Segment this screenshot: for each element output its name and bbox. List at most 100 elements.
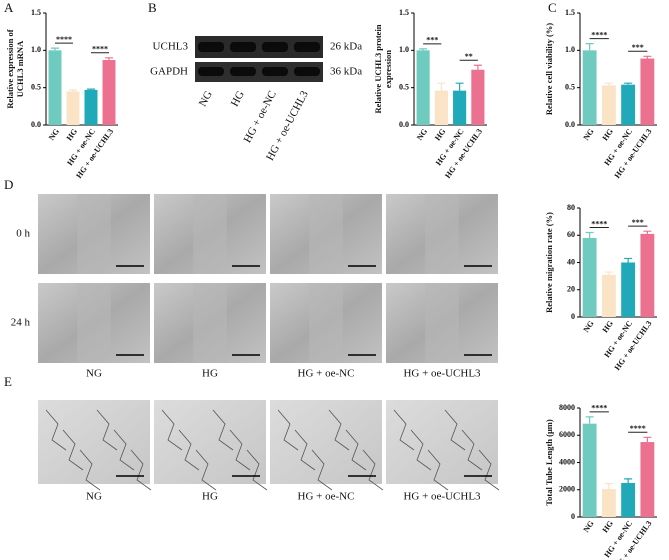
panel-label: E xyxy=(4,374,12,389)
wound-gap xyxy=(309,194,343,274)
error-bar xyxy=(585,416,594,424)
tube-network xyxy=(45,409,67,451)
bar xyxy=(601,489,616,517)
bar xyxy=(582,50,597,126)
bar xyxy=(621,262,636,317)
group-label: HG + oe-UCHL3 xyxy=(403,491,481,503)
error-bar xyxy=(604,82,613,86)
error-bar xyxy=(473,64,482,70)
wound-gap xyxy=(425,194,459,274)
error-bar xyxy=(604,271,613,275)
significance-label: **** xyxy=(630,424,646,433)
y-tick-label: 1.0 xyxy=(31,45,41,54)
y-axis-label: UCHL3 mRNA xyxy=(15,40,25,97)
error-bar xyxy=(87,88,95,90)
lane-label: HG + oe-NC xyxy=(242,89,279,145)
group-label: HG + oe-NC xyxy=(298,368,355,380)
tube-network xyxy=(444,409,466,451)
error-bar xyxy=(624,478,633,483)
bar xyxy=(453,90,467,125)
y-tick-label: 20 xyxy=(567,285,575,294)
group-label: NG xyxy=(86,368,102,380)
tube-network xyxy=(461,429,483,471)
bar xyxy=(601,85,616,125)
band-size: 36 kDa xyxy=(330,66,362,78)
tube-network xyxy=(328,409,350,451)
tube-network xyxy=(478,449,500,491)
tube-network xyxy=(62,429,84,471)
y-tick-label: 1.5 xyxy=(399,8,409,17)
x-tick-label: HG xyxy=(600,319,615,334)
error-bar xyxy=(585,43,594,51)
tube-network xyxy=(195,449,217,491)
y-tick-label: 0.0 xyxy=(31,120,41,129)
significance-label: **** xyxy=(56,35,72,44)
group-label: NG xyxy=(86,491,102,503)
y-axis-label: Relative UCHL3 protein xyxy=(373,24,383,113)
group-label: HG + oe-UCHL3 xyxy=(403,368,481,380)
micrograph xyxy=(38,400,150,484)
blot-band xyxy=(195,62,323,82)
lane-label: HG xyxy=(229,89,247,109)
y-tick-label: 0.5 xyxy=(399,82,409,91)
wound-gap xyxy=(77,283,111,363)
panel-label: D xyxy=(4,177,13,192)
error-bar xyxy=(643,55,652,59)
y-axis-label: Relative cell viability (%) xyxy=(544,23,554,115)
band xyxy=(230,67,256,76)
tube-network xyxy=(212,409,234,451)
x-tick-label: HG xyxy=(65,127,80,142)
error-bar xyxy=(51,47,59,51)
bar xyxy=(640,442,655,517)
bar xyxy=(582,237,597,317)
tube-network xyxy=(345,429,367,471)
wound-gap xyxy=(77,194,111,274)
micrograph xyxy=(270,400,382,484)
y-tick-label: 0.5 xyxy=(31,82,41,91)
bar xyxy=(582,423,597,517)
y-tick-label: 40 xyxy=(567,257,575,266)
error-bar xyxy=(419,48,428,51)
error-bar xyxy=(69,89,77,92)
tube-network xyxy=(178,429,200,471)
error-bar xyxy=(585,231,594,238)
y-tick-label: 0.5 xyxy=(565,82,575,91)
x-tick-label: HG xyxy=(600,127,615,142)
wound-gap xyxy=(193,194,227,274)
bar xyxy=(640,233,655,317)
y-axis-label: Total Tube Length (μm) xyxy=(544,419,554,506)
bar xyxy=(601,274,616,317)
y-tick-label: 60 xyxy=(567,230,575,239)
y-tick-label: 6000 xyxy=(559,430,575,439)
error-bar xyxy=(643,230,652,234)
significance-label: *** xyxy=(632,218,644,227)
bar xyxy=(48,50,62,126)
y-axis-label: Relative expression of xyxy=(5,29,15,108)
y-axis-label: Relative migration rate (%) xyxy=(544,212,554,313)
group-label: HG + oe-NC xyxy=(298,491,355,503)
tube-network xyxy=(161,409,183,451)
y-tick-label: 0.0 xyxy=(565,120,575,129)
band xyxy=(230,42,256,52)
y-tick-label: 2000 xyxy=(559,485,575,494)
bar xyxy=(434,90,448,125)
band xyxy=(294,67,320,76)
tube-network xyxy=(427,449,449,491)
x-tick-label: HG xyxy=(600,519,615,534)
band xyxy=(262,42,288,52)
x-tick-label: HG xyxy=(433,127,448,142)
tube-network xyxy=(130,449,152,491)
x-tick-label: NG xyxy=(582,519,596,534)
significance-label: **** xyxy=(591,219,607,228)
micrograph xyxy=(154,400,266,484)
significance-label: **** xyxy=(591,404,607,413)
y-tick-label: 4000 xyxy=(559,457,575,466)
y-tick-label: 8000 xyxy=(559,403,575,412)
band xyxy=(262,67,288,76)
tube-network xyxy=(246,449,268,491)
tube-network xyxy=(113,429,135,471)
bar xyxy=(621,84,636,125)
bar xyxy=(102,60,116,125)
time-label: 24 h xyxy=(11,317,31,329)
error-bar xyxy=(105,57,113,61)
